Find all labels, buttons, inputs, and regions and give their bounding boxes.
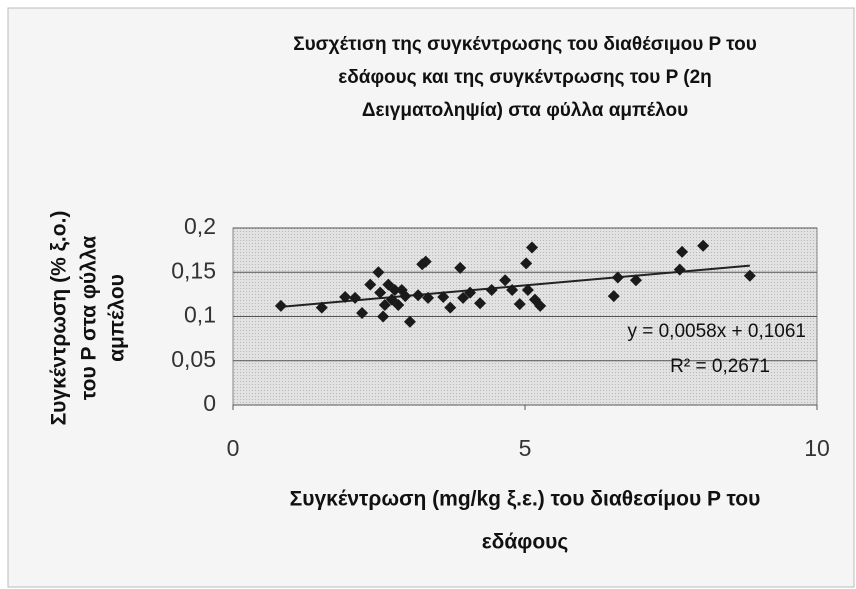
y-tick-label: 0,15 bbox=[171, 257, 216, 283]
data-point bbox=[457, 291, 470, 304]
data-point bbox=[676, 245, 689, 258]
trendline bbox=[280, 264, 750, 308]
data-point bbox=[378, 298, 391, 311]
chart-title: εδάφους και της συγκέντρωσης του P (2η bbox=[338, 67, 712, 88]
data-point bbox=[485, 283, 498, 296]
data-point bbox=[388, 283, 401, 296]
data-point bbox=[315, 301, 328, 314]
data-point bbox=[349, 291, 362, 304]
x-axis-label: εδάφους bbox=[482, 531, 569, 554]
data-point bbox=[339, 291, 352, 304]
r-squared: R² = 0,2671 bbox=[670, 356, 770, 377]
data-point bbox=[526, 241, 539, 254]
data-point bbox=[513, 298, 526, 311]
data-point bbox=[356, 306, 369, 319]
y-axis-label: του P στα φύλλα bbox=[78, 236, 101, 400]
y-tick-label: 0,05 bbox=[171, 346, 216, 372]
data-point bbox=[520, 257, 533, 270]
data-point bbox=[534, 299, 547, 312]
data-point bbox=[611, 271, 624, 284]
data-point bbox=[399, 290, 412, 303]
data-point bbox=[377, 310, 390, 323]
data-point bbox=[374, 286, 387, 299]
data-point bbox=[419, 255, 432, 268]
data-point bbox=[437, 291, 450, 304]
data-point bbox=[372, 266, 385, 279]
data-point bbox=[521, 283, 534, 296]
data-point bbox=[412, 289, 425, 302]
data-point bbox=[454, 261, 467, 274]
data-point bbox=[364, 278, 377, 291]
data-point bbox=[743, 269, 756, 282]
x-tick-label: 5 bbox=[519, 435, 532, 461]
chart-title: Δειγματοληψία) στα φύλλα αμπέλου bbox=[362, 100, 688, 121]
x-tick-label: 0 bbox=[227, 435, 240, 461]
data-point bbox=[392, 298, 405, 311]
data-point bbox=[274, 299, 287, 312]
data-point bbox=[474, 297, 487, 310]
data-point bbox=[607, 290, 620, 303]
data-point bbox=[629, 274, 642, 287]
x-tick-label: 10 bbox=[804, 435, 830, 461]
y-tick-label: 0,1 bbox=[184, 302, 216, 328]
data-point bbox=[403, 315, 416, 328]
data-point bbox=[673, 263, 686, 276]
trend-equation: y = 0,0058x + 0,1061 bbox=[627, 321, 806, 342]
data-point bbox=[697, 239, 710, 252]
y-tick-label: 0 bbox=[203, 390, 216, 416]
y-axis-label: Συγκέντρωση (% ξ.ο.) bbox=[48, 211, 71, 426]
y-axis-label: αμπέλου bbox=[106, 274, 129, 362]
data-point bbox=[444, 301, 457, 314]
chart-title: Συσχέτιση της συγκέντρωσης του διαθέσιμο… bbox=[293, 34, 757, 55]
data-point bbox=[422, 291, 435, 304]
y-tick-label: 0,2 bbox=[184, 213, 216, 239]
x-axis-label: Συγκέντρωση (mg/kg ξ.ε.) του διαθεσίμου … bbox=[290, 488, 761, 511]
data-point bbox=[506, 283, 519, 296]
data-point bbox=[499, 274, 512, 287]
data-point bbox=[464, 286, 477, 299]
